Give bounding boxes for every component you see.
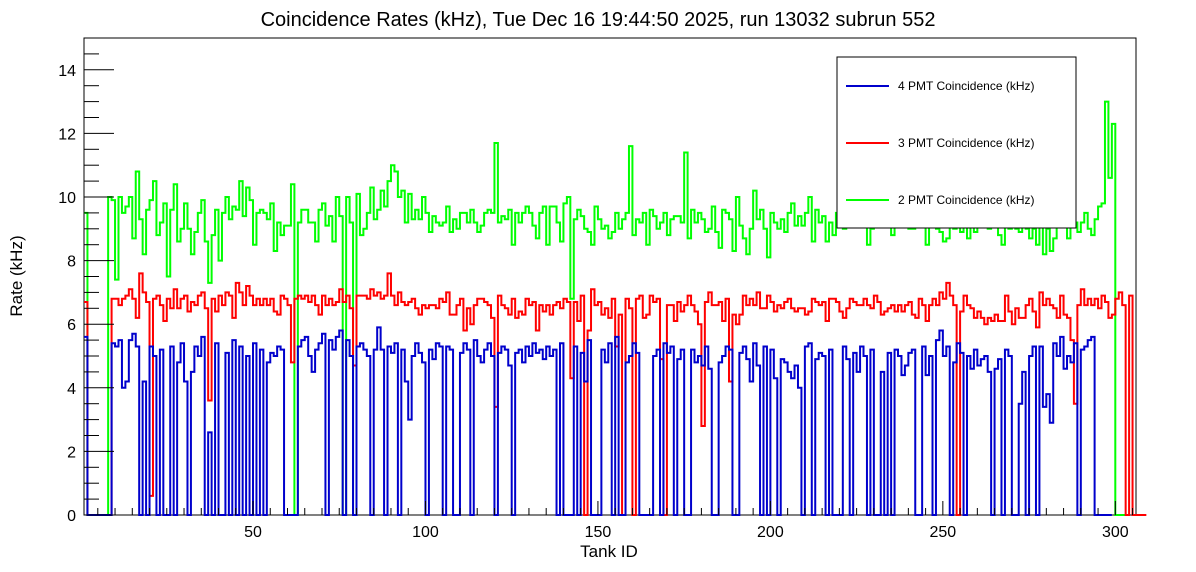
x-tick-label: 150 (585, 524, 612, 541)
legend-label: 2 PMT Coincidence (kHz) (898, 193, 1035, 207)
x-tick-label: 50 (244, 524, 262, 541)
y-tick-label: 8 (67, 254, 76, 271)
x-tick-label: 200 (757, 524, 784, 541)
y-tick-label: 6 (67, 317, 76, 334)
y-axis: 0 2 4 6 8 10 12 14 (58, 37, 114, 525)
y-tick-label: 10 (58, 190, 76, 207)
x-axis: 50 100 150 200 250 300 (97, 501, 1134, 541)
y-tick-label: 4 (67, 381, 76, 398)
legend-label: 3 PMT Coincidence (kHz) (898, 136, 1035, 150)
y-tick-label: 0 (67, 508, 76, 525)
x-axis-label: Tank ID (580, 542, 638, 561)
legend-label: 4 PMT Coincidence (kHz) (898, 79, 1035, 93)
chart-title: Coincidence Rates (kHz), Tue Dec 16 19:4… (261, 9, 936, 31)
legend: 4 PMT Coincidence (kHz) 3 PMT Coincidence… (836, 56, 1077, 229)
x-tick-label: 100 (412, 524, 439, 541)
x-tick-label: 250 (929, 524, 956, 541)
y-tick-label: 2 (67, 444, 76, 461)
x-tick-label: 300 (1102, 524, 1129, 541)
series-line-4pmt (84, 326, 1112, 516)
y-axis-label: Rate (kHz) (7, 235, 26, 316)
y-tick-label: 12 (58, 126, 76, 143)
y-tick-label: 14 (58, 63, 76, 80)
